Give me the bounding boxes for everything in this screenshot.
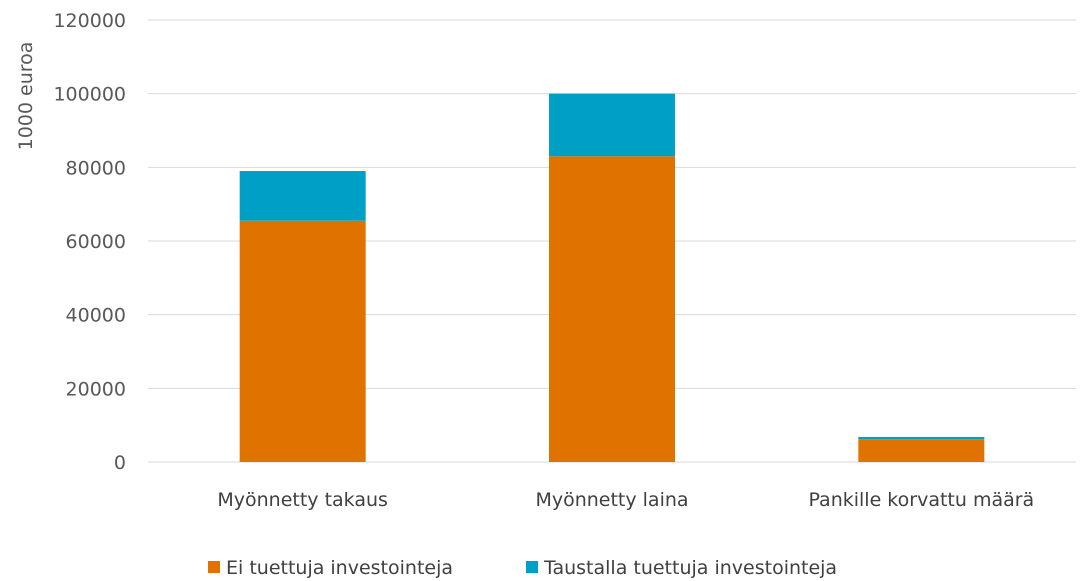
y-tick-label: 40000 [66, 305, 126, 327]
x-category-label: Pankille korvattu määrä [808, 489, 1034, 511]
y-tick-label: 80000 [66, 157, 126, 179]
bar-segment [239, 171, 366, 221]
bar-segment [549, 156, 675, 463]
legend-swatch [526, 561, 538, 573]
y-axis-tick-labels: 0 20000 40000 60000 80000 100000 120000 [53, 10, 126, 474]
legend-swatch [208, 561, 220, 573]
bars [239, 93, 985, 463]
y-tick-label: 120000 [53, 10, 126, 32]
bar-segment [858, 439, 985, 462]
x-axis-category-labels: Myönnetty takaus Myönnetty laina Pankille … [217, 489, 1034, 511]
bar-segment [858, 436, 985, 440]
legend-label: Taustalla tuettuja investointeja [543, 557, 837, 579]
y-axis-title: 1000 euroa [15, 42, 37, 151]
y-tick-label: 0 [114, 452, 126, 474]
bar-segment [239, 220, 366, 462]
y-tick-label: 20000 [66, 378, 126, 400]
legend: Ei tuettuja investointeja Taustalla tuett… [208, 557, 837, 579]
x-category-label: Myönnetty takaus [217, 489, 388, 511]
bar-segment [549, 93, 675, 157]
y-tick-label: 100000 [53, 84, 126, 106]
legend-label: Ei tuettuja investointeja [226, 557, 453, 579]
x-category-label: Myönnetty laina [535, 489, 688, 511]
y-tick-label: 60000 [66, 231, 126, 253]
